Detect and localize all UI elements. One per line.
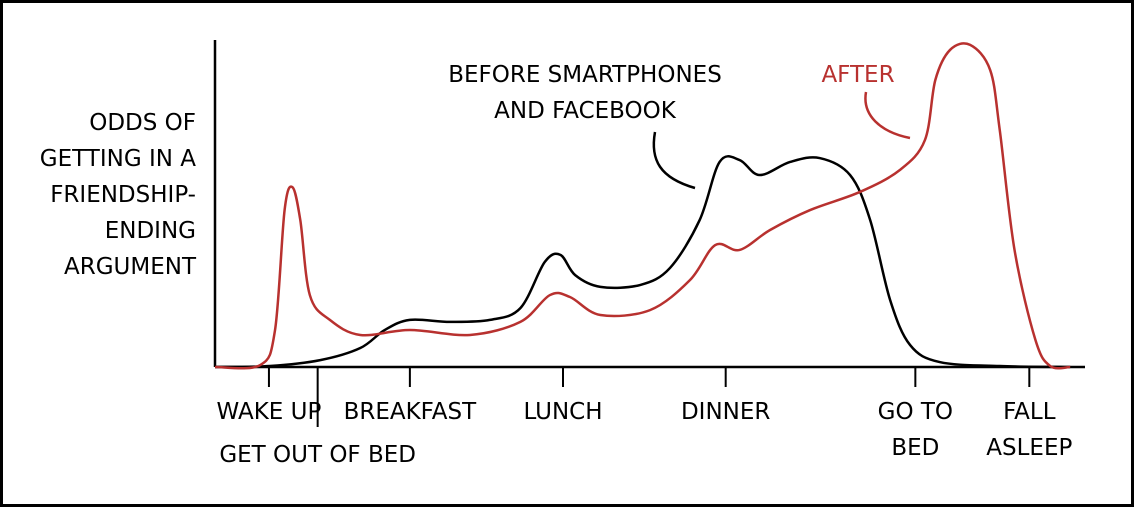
legend-label: AFTER xyxy=(821,62,894,88)
line xyxy=(214,155,1071,369)
y-axis-label: ODDS OF GETTING IN A FRIENDSHIP-ENDING ARGU… xyxy=(40,110,197,280)
pointer xyxy=(864,91,911,140)
line xyxy=(214,42,1071,370)
x-tick-label: GO TO BED xyxy=(878,399,953,461)
x-tick-label: BREAKFAST xyxy=(344,399,478,425)
pointer xyxy=(652,131,696,190)
x-tick-label: DINNER xyxy=(681,399,770,425)
x-tick-label: GET OUT OF BED xyxy=(219,442,416,468)
x-tick-label: FALL ASLEEP xyxy=(986,399,1072,461)
legend-label: BEFORE SMARTPHONES AND FACEBOOK xyxy=(448,62,722,124)
x-tick-label: LUNCH xyxy=(523,399,602,425)
x-tick-label: WAKE UP xyxy=(217,399,322,425)
